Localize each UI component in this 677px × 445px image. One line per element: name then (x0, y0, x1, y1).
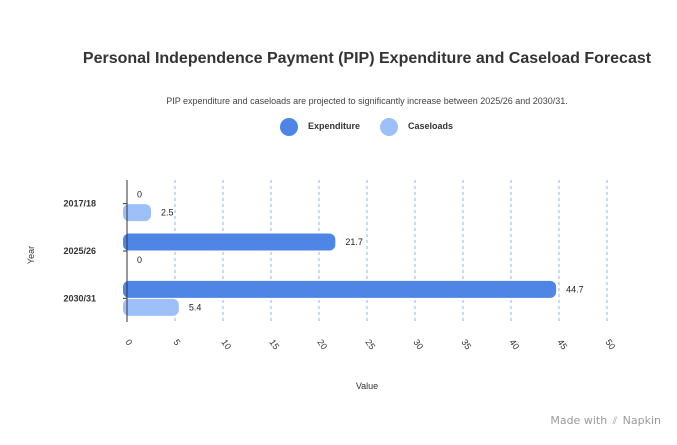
made-with-label: Made with (550, 414, 608, 427)
x-tick-label-5: 5 (171, 337, 182, 347)
chart-subtitle: PIP expenditure and caseloads are projec… (166, 96, 568, 106)
value-label-expenditure-0: 0 (137, 190, 142, 200)
x-tick-label-35: 35 (459, 337, 473, 351)
x-tick-label-0: 0 (123, 337, 134, 347)
x-tick-label-30: 30 (411, 337, 425, 351)
y-axis-title: Year (26, 246, 36, 264)
legend-swatch-caseloads (380, 118, 398, 136)
x-axis-title: Value (356, 381, 378, 391)
made-with-napkin: Made with ⫽ Napkin (550, 414, 661, 427)
x-tick-label-40: 40 (507, 337, 521, 351)
value-label-caseloads-2: 5.4 (189, 302, 202, 312)
category-label-0: 2017/18 (63, 199, 96, 209)
value-label-expenditure-1: 21.7 (345, 237, 363, 247)
x-tick-label-50: 50 (603, 337, 617, 351)
value-label-caseloads-1: 0 (137, 255, 142, 265)
napkin-icon: ⫽ (612, 416, 618, 427)
category-label-1: 2025/26 (63, 246, 96, 256)
x-tick-label-15: 15 (267, 337, 281, 351)
bar-expenditure-2 (123, 280, 557, 298)
bar-caseloads-0 (123, 204, 151, 222)
category-label-2: 2030/31 (63, 293, 96, 303)
x-tick-label-20: 20 (315, 337, 329, 351)
x-tick-label-10: 10 (219, 337, 233, 351)
legend-label-caseloads: Caseloads (408, 121, 454, 131)
legend-swatch-expenditure (280, 118, 298, 136)
legend-label-expenditure: Expenditure (308, 121, 361, 131)
value-label-expenditure-2: 44.7 (566, 284, 584, 294)
bar-expenditure-1 (123, 233, 336, 251)
chart-title: Personal Independence Payment (PIP) Expe… (82, 50, 652, 67)
value-label-caseloads-0: 2.5 (161, 208, 174, 218)
x-tick-label-25: 25 (363, 337, 377, 351)
brand-name: Napkin (622, 414, 661, 427)
x-tick-label-45: 45 (555, 337, 569, 351)
bar-caseloads-2 (123, 298, 179, 316)
